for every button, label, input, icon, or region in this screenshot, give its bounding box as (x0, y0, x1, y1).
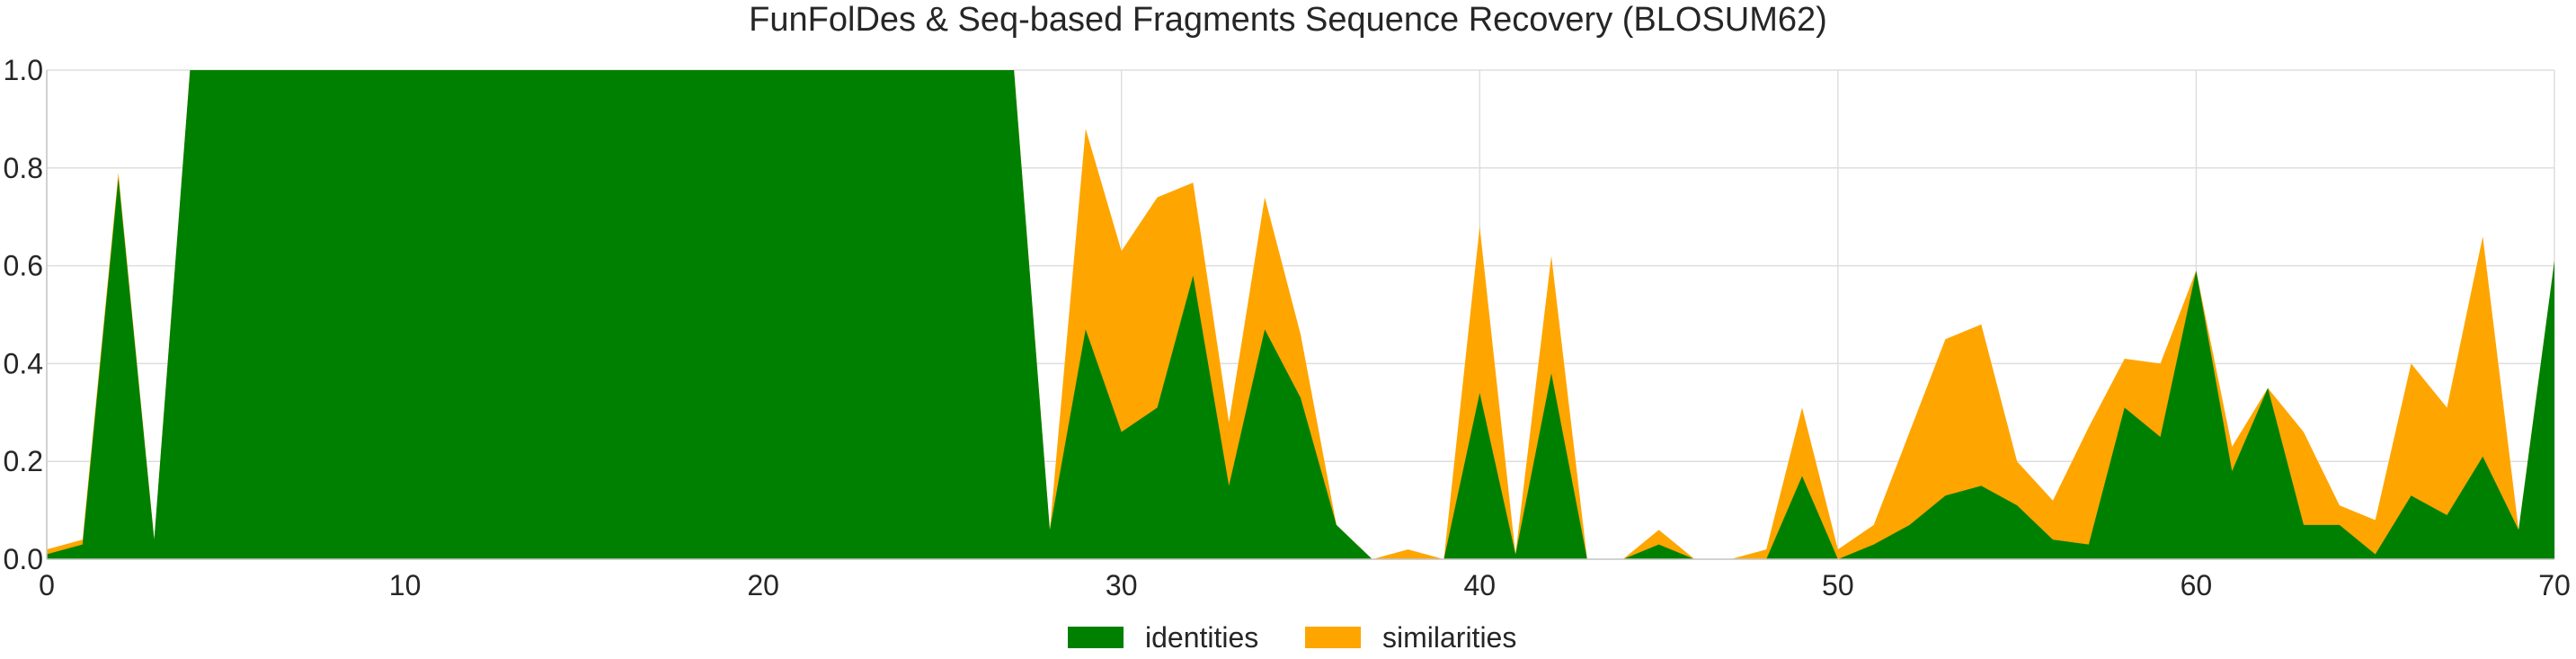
legend-label-similarities: similarities (1382, 621, 1516, 654)
y-tick-label: 0.8 (4, 152, 43, 184)
legend-swatch-identities (1068, 627, 1124, 648)
axes: 0 10 20 30 40 50 60 70 0.0 0.2 0.4 0.6 0.8 1.0 (4, 54, 2571, 601)
x-tick-label: 30 (1106, 569, 1138, 601)
y-tick-label: 0.2 (4, 445, 43, 477)
chart-title: FunFolDes & Seq-based Fragments Sequence… (749, 1, 1827, 39)
area-identities (47, 70, 2554, 559)
y-tick-label: 0.0 (4, 543, 43, 575)
x-tick-label: 70 (2538, 569, 2571, 601)
legend-label-identities: identities (1145, 621, 1258, 654)
x-tick-label: 20 (747, 569, 779, 601)
x-tick-label: 0 (39, 569, 55, 601)
y-tick-label: 0.4 (4, 347, 43, 379)
y-tick-label: 0.6 (4, 250, 43, 282)
x-tick-label: 10 (389, 569, 422, 601)
plot-areas (47, 70, 2554, 559)
x-tick-label: 50 (1822, 569, 1854, 601)
legend-swatch-similarities (1305, 627, 1361, 648)
x-tick-label: 60 (2181, 569, 2213, 601)
legend: identities similarities (1068, 621, 1516, 654)
y-tick-label: 1.0 (4, 54, 43, 86)
x-tick-label: 40 (1463, 569, 1496, 601)
